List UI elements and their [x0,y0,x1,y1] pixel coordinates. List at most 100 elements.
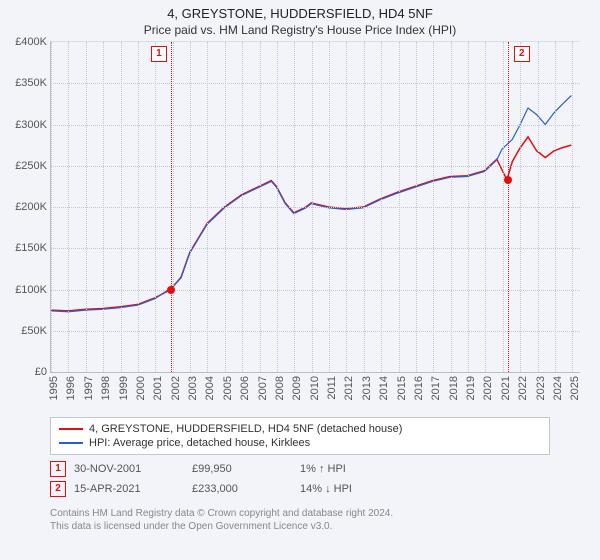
footer-line: This data is licensed under the Open Gov… [50,520,550,533]
y-axis-label: £150K [0,242,51,254]
gridline-vertical [399,42,400,372]
x-axis-label: 2020 [482,376,494,400]
y-axis-label: £250K [0,160,51,172]
event-marker [504,176,512,184]
event-delta: 14% ↓ HPI [300,483,550,495]
gridline-horizontal [51,290,580,291]
gridline-horizontal [51,248,580,249]
x-axis-label: 2023 [535,376,547,400]
event-data-row: 130-NOV-2001£99,9501% ↑ HPI [50,461,550,477]
gridline-vertical [364,42,365,372]
gridline-vertical [68,42,69,372]
gridline-vertical [51,42,52,372]
gridline-vertical [538,42,539,372]
gridline-horizontal [51,331,580,332]
legend-label: 4, GREYSTONE, HUDDERSFIELD, HD4 5NF (det… [89,423,402,435]
chart-title: 4, GREYSTONE, HUDDERSFIELD, HD4 5NF [0,0,600,21]
legend: 4, GREYSTONE, HUDDERSFIELD, HD4 5NF (det… [50,417,550,455]
y-axis-label: £350K [0,77,51,89]
gridline-vertical [520,42,521,372]
gridline-horizontal [51,83,580,84]
gridline-horizontal [51,207,580,208]
x-axis-label: 1996 [65,376,77,400]
x-axis-label: 2024 [552,376,564,400]
event-flag: 2 [514,46,530,62]
gridline-vertical [433,42,434,372]
x-axis-label: 2014 [378,376,390,400]
gridline-vertical [138,42,139,372]
chart-container: 4, GREYSTONE, HUDDERSFIELD, HD4 5NF Pric… [0,0,600,560]
x-axis-label: 2004 [204,376,216,400]
gridline-vertical [155,42,156,372]
legend-item-price-paid: 4, GREYSTONE, HUDDERSFIELD, HD4 5NF (det… [59,422,541,436]
x-axis-label: 2009 [291,376,303,400]
gridline-vertical [294,42,295,372]
x-axis-label: 2021 [500,376,512,400]
event-flag: 2 [50,481,66,497]
event-date: 30-NOV-2001 [74,463,184,475]
y-axis-label: £100K [0,284,51,296]
gridline-vertical [242,42,243,372]
x-axis-label: 2007 [257,376,269,400]
gridline-vertical [207,42,208,372]
gridline-vertical [225,42,226,372]
footer-line: Contains HM Land Registry data © Crown c… [50,507,550,520]
x-axis-label: 2008 [274,376,286,400]
x-axis-label: 2003 [187,376,199,400]
x-axis-label: 2017 [430,376,442,400]
legend-swatch [59,442,83,444]
x-axis-label: 1998 [100,376,112,400]
legend-swatch [59,428,83,430]
gridline-vertical [260,42,261,372]
y-axis-label: £200K [0,201,51,213]
event-date: 15-APR-2021 [74,483,184,495]
x-axis-label: 2019 [465,376,477,400]
gridline-vertical [190,42,191,372]
gridline-vertical [277,42,278,372]
footer: Contains HM Land Registry data © Crown c… [50,507,550,533]
x-axis-label: 2018 [448,376,460,400]
event-marker [167,286,175,294]
event-flag: 1 [50,461,66,477]
y-axis-label: £0 [0,366,51,378]
gridline-vertical [346,42,347,372]
chart-subtitle: Price paid vs. HM Land Registry's House … [0,21,600,41]
gridline-vertical [555,42,556,372]
chart-plot-area: £0£50K£100K£150K£200K£250K£300K£350K£400… [50,41,580,373]
gridline-vertical [329,42,330,372]
y-axis-label: £400K [0,36,51,48]
x-axis-label: 1995 [48,376,60,400]
x-axis-label: 2011 [326,376,338,400]
gridline-vertical [86,42,87,372]
x-axis-label: 1997 [83,376,95,400]
x-axis-label: 2016 [413,376,425,400]
y-axis-label: £300K [0,119,51,131]
x-axis-label: 2001 [152,376,164,400]
event-data-row: 215-APR-2021£233,00014% ↓ HPI [50,481,550,497]
gridline-vertical [416,42,417,372]
gridline-horizontal [51,125,580,126]
gridline-vertical [121,42,122,372]
gridline-vertical [381,42,382,372]
gridline-vertical [173,42,174,372]
event-data-rows: 130-NOV-2001£99,9501% ↑ HPI215-APR-2021£… [0,461,600,497]
event-delta: 1% ↑ HPI [300,463,550,475]
gridline-horizontal [51,166,580,167]
legend-item-hpi: HPI: Average price, detached house, Kirk… [59,436,541,450]
x-axis-label: 2000 [135,376,147,400]
y-axis-label: £50K [0,325,51,337]
legend-label: HPI: Average price, detached house, Kirk… [89,437,310,449]
event-line [508,42,509,372]
gridline-vertical [312,42,313,372]
event-flag: 1 [151,46,167,62]
x-axis-label: 2005 [222,376,234,400]
gridline-vertical [103,42,104,372]
gridline-vertical [451,42,452,372]
event-line [171,42,172,372]
x-axis-label: 2012 [343,376,355,400]
gridline-vertical [572,42,573,372]
x-axis-label: 1999 [118,376,130,400]
gridline-vertical [485,42,486,372]
gridline-vertical [468,42,469,372]
x-axis-label: 2006 [239,376,251,400]
